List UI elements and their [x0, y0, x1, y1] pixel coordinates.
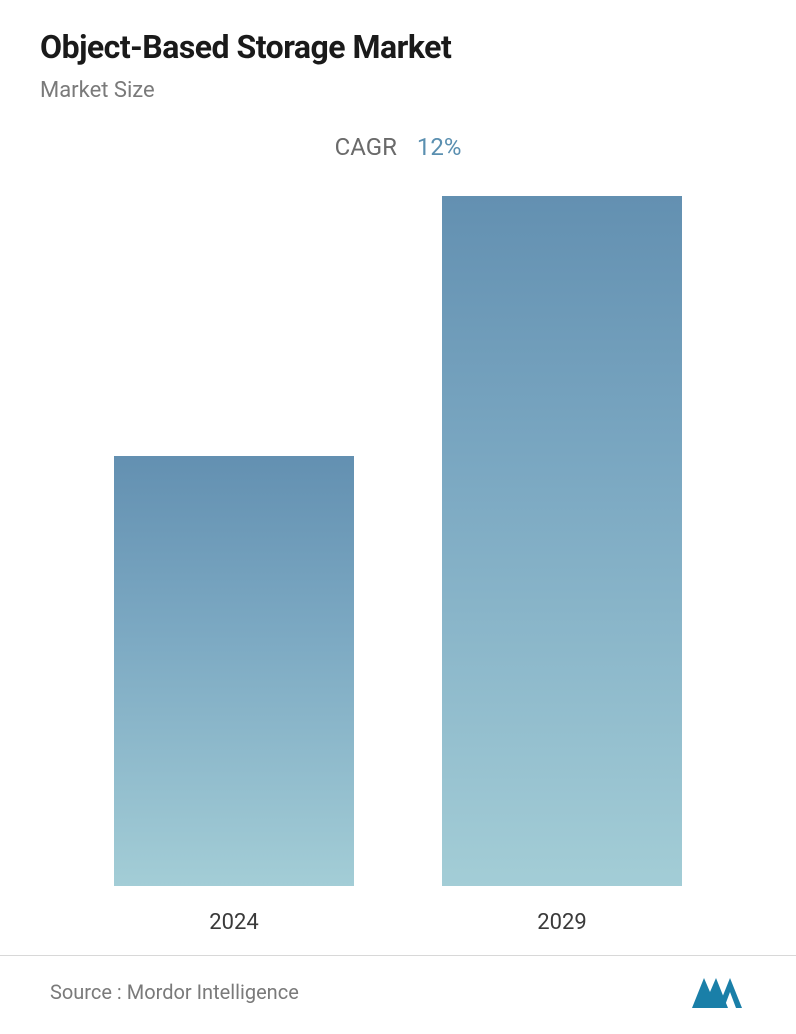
source-text: Source : Mordor Intelligence — [50, 980, 299, 1004]
bar-group-1: 2029 — [442, 196, 682, 935]
bar-0 — [114, 456, 354, 886]
bar-1 — [442, 196, 682, 886]
footer: Source : Mordor Intelligence — [40, 956, 756, 1034]
cagr-row: CAGR 12% — [40, 133, 756, 161]
chart-area: 2024 2029 — [40, 181, 756, 955]
chart-container: Object-Based Storage Market Market Size … — [0, 0, 796, 1034]
bar-group-0: 2024 — [114, 456, 354, 935]
bar-label-0: 2024 — [209, 910, 258, 935]
chart-title: Object-Based Storage Market — [40, 28, 756, 66]
brand-logo-icon — [690, 974, 746, 1010]
bar-label-1: 2029 — [537, 910, 586, 935]
cagr-label: CAGR — [335, 133, 397, 161]
cagr-value: 12% — [417, 133, 462, 161]
chart-subtitle: Market Size — [40, 78, 756, 103]
